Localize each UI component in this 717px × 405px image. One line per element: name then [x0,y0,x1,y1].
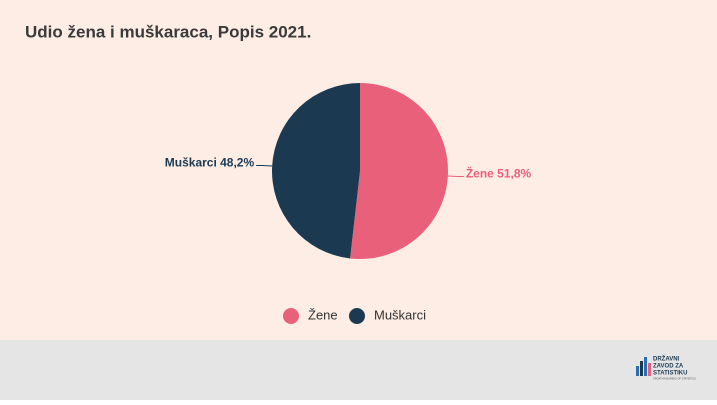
data-label: Žene 51,8% [466,166,532,181]
legend-label: Muškarci [374,307,426,322]
pie-slice [350,83,448,259]
leader-line [447,175,464,178]
data-label: Muškarci 48,2% [165,156,255,170]
logo-text: STATISTIKU [653,371,687,377]
logo: DRŽAVNI ZAVOD ZA STATISTIKU CROATIAN BUR… [636,355,696,381]
chart-title: Udio žena i muškaraca, Popis 2021. [25,22,311,41]
logo-bar [648,363,651,376]
legend-marker [283,308,299,324]
legend-label: Žene [308,307,338,322]
logo-bar [636,366,639,376]
logo-text: DRŽAVNI [653,355,680,363]
legend-marker [349,308,365,324]
logo-text: ZAVOD ZA [653,364,684,370]
pie-slice [271,83,360,259]
leader-line [256,164,273,167]
logo-bar [640,361,643,376]
logo-subtext: CROATIAN BUREAU OF STATISTICS [653,378,696,381]
footer-background [0,340,717,400]
logo-bar [644,357,647,376]
